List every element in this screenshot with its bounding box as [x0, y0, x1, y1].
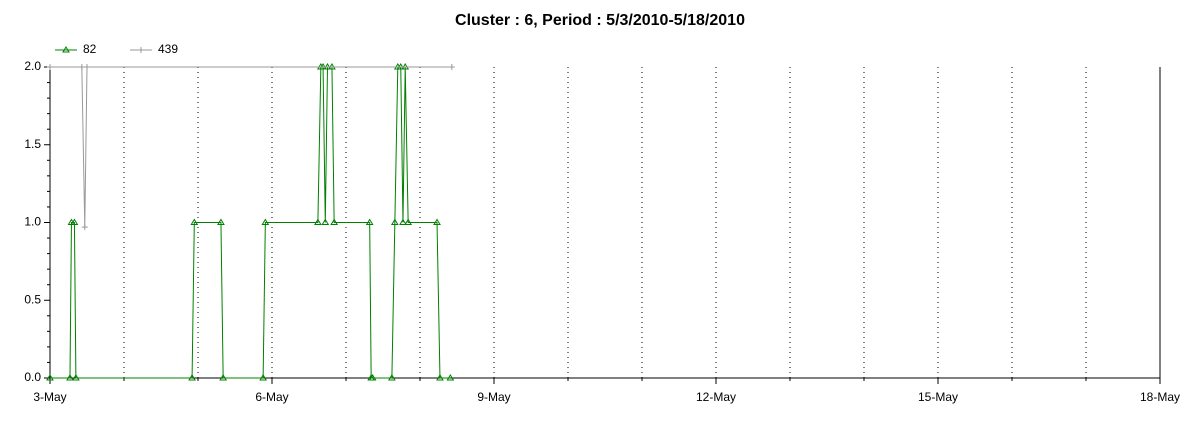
y-tick-label: 1.0 — [24, 215, 41, 229]
marker — [66, 374, 74, 381]
marker — [72, 374, 80, 381]
marker — [190, 218, 199, 225]
marker — [365, 218, 374, 225]
x-tick-label: 3-May — [33, 390, 66, 404]
marker — [390, 218, 399, 225]
marker — [259, 374, 268, 381]
marker — [433, 218, 441, 225]
marker — [219, 374, 228, 381]
x-tick-label: 18-May — [1140, 390, 1180, 404]
marker — [138, 47, 144, 53]
y-tick-label: 0.0 — [24, 370, 41, 384]
marker — [330, 218, 339, 225]
marker — [436, 374, 444, 381]
marker — [188, 374, 196, 381]
marker — [70, 218, 79, 225]
y-tick-label: 2.0 — [24, 59, 41, 73]
marker — [46, 374, 54, 381]
y-tick-label: 1.5 — [24, 137, 41, 151]
x-tick-label: 15-May — [918, 390, 958, 404]
marker — [81, 224, 88, 231]
marker — [399, 218, 407, 225]
marker — [78, 64, 85, 70]
marker — [368, 374, 377, 381]
chart-title: Cluster : 6, Period : 5/3/2010-5/18/2010 — [455, 12, 745, 29]
x-tick-label: 12-May — [696, 390, 736, 404]
legend-label: 439 — [158, 42, 178, 56]
marker — [446, 374, 455, 381]
marker — [404, 218, 413, 225]
marker — [387, 374, 396, 381]
marker — [321, 218, 330, 225]
marker — [448, 64, 455, 70]
y-tick-label: 0.5 — [24, 292, 41, 306]
marker — [313, 218, 322, 225]
marker — [261, 218, 270, 225]
x-tick-label: 6-May — [255, 390, 288, 404]
marker — [217, 218, 225, 225]
marker — [84, 64, 90, 70]
series-line — [50, 66, 451, 379]
series-line — [50, 66, 452, 228]
x-tick-label: 9-May — [477, 390, 510, 404]
legend-label: 82 — [83, 42, 97, 56]
marker — [47, 64, 53, 70]
marker — [62, 46, 70, 53]
